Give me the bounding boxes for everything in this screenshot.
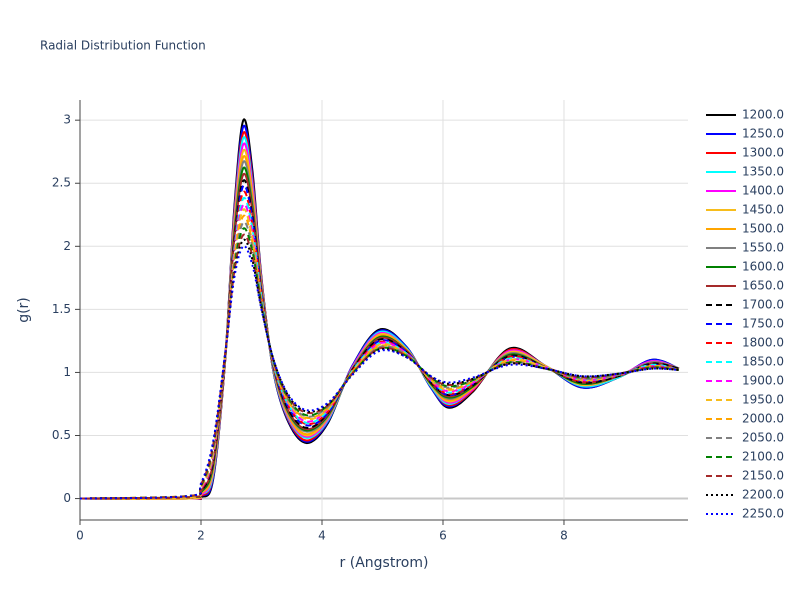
legend-label: 1650.0 [742, 279, 784, 293]
legend-item[interactable]: 2100.0 [706, 450, 784, 464]
legend-item[interactable]: 1950.0 [706, 393, 784, 407]
legend-label: 1800.0 [742, 336, 784, 350]
legend-item[interactable]: 1200.0 [706, 108, 784, 122]
legend-label: 2000.0 [742, 412, 784, 426]
legend-item[interactable]: 1850.0 [706, 355, 784, 369]
legend-label: 1400.0 [742, 184, 784, 198]
legend-label: 1300.0 [742, 146, 784, 160]
legend-label: 1200.0 [742, 108, 784, 122]
y-tick-label: 2 [63, 239, 71, 253]
legend-label: 1950.0 [742, 393, 784, 407]
legend-label: 1600.0 [742, 260, 784, 274]
x-axis-title: r (Angstrom) [340, 555, 429, 571]
y-tick-label: 2.5 [52, 176, 71, 190]
legend-item[interactable]: 1700.0 [706, 298, 784, 312]
legend-item[interactable]: 1900.0 [706, 374, 784, 388]
legend-item[interactable]: 1500.0 [706, 222, 784, 236]
series-line [80, 124, 680, 500]
legend-item[interactable]: 2150.0 [706, 469, 784, 483]
series-line [80, 208, 680, 500]
legend: 1200.0 1250.0 1300.0 1350.0 1400.0 1450.0 1500… [706, 108, 784, 521]
legend-item[interactable]: 1250.0 [706, 127, 784, 141]
series-line [80, 131, 680, 500]
x-tick-label: 2 [197, 529, 205, 543]
y-tick-label: 0.5 [52, 428, 71, 442]
legend-label: 2050.0 [742, 431, 784, 445]
legend-item[interactable]: 1450.0 [706, 203, 784, 217]
series-line [80, 142, 680, 500]
series-line [80, 214, 680, 500]
y-axis-title: g(r) [16, 297, 32, 323]
y-tick-label: 1.5 [52, 302, 71, 316]
legend-item[interactable]: 1800.0 [706, 336, 784, 350]
legend-item[interactable]: 1650.0 [706, 279, 784, 293]
series-line [80, 245, 679, 500]
series-line [80, 227, 680, 500]
legend-label: 1900.0 [742, 374, 784, 388]
legend-item[interactable]: 2050.0 [706, 431, 784, 445]
grid: 0 0.5 1 1.5 2 2.5 3 0 2 4 6 8 [52, 100, 688, 543]
x-tick-label: 0 [76, 529, 84, 543]
legend-item[interactable]: 1350.0 [706, 165, 784, 179]
x-tick-label: 4 [318, 529, 326, 543]
legend-item[interactable]: 2250.0 [706, 507, 784, 521]
legend-item[interactable]: 2200.0 [706, 488, 784, 502]
series-line [80, 148, 680, 500]
y-tick-label: 3 [63, 113, 71, 127]
y-tick-label: 1 [63, 365, 71, 379]
legend-item[interactable]: 1300.0 [706, 146, 784, 160]
legend-item[interactable]: 1400.0 [706, 184, 784, 198]
chart-title: Radial Distribution Function [40, 39, 206, 53]
legend-label: 1550.0 [742, 241, 784, 255]
series-line [80, 179, 680, 500]
y-tick-label: 0 [63, 491, 71, 505]
legend-label: 1350.0 [742, 165, 784, 179]
legend-item[interactable]: 2000.0 [706, 412, 784, 426]
legend-label: 1850.0 [742, 355, 784, 369]
series-line [80, 155, 680, 500]
legend-label: 2150.0 [742, 469, 784, 483]
x-tick-label: 6 [439, 529, 447, 543]
legend-item[interactable]: 1550.0 [706, 241, 784, 255]
x-tick-label: 8 [560, 529, 568, 543]
legend-label: 2100.0 [742, 450, 784, 464]
legend-item[interactable]: 1600.0 [706, 260, 784, 274]
legend-label: 1700.0 [742, 298, 784, 312]
legend-label: 1750.0 [742, 317, 784, 331]
legend-label: 1250.0 [742, 127, 784, 141]
legend-label: 2200.0 [742, 488, 784, 502]
plot-area [80, 118, 680, 501]
legend-label: 1450.0 [742, 203, 784, 217]
legend-label: 2250.0 [742, 507, 784, 521]
legend-label: 1500.0 [742, 222, 784, 236]
series-line [80, 136, 680, 500]
series-line [80, 238, 679, 500]
legend-item[interactable]: 1750.0 [706, 317, 784, 331]
series-line [80, 221, 680, 500]
series-line [80, 233, 680, 500]
